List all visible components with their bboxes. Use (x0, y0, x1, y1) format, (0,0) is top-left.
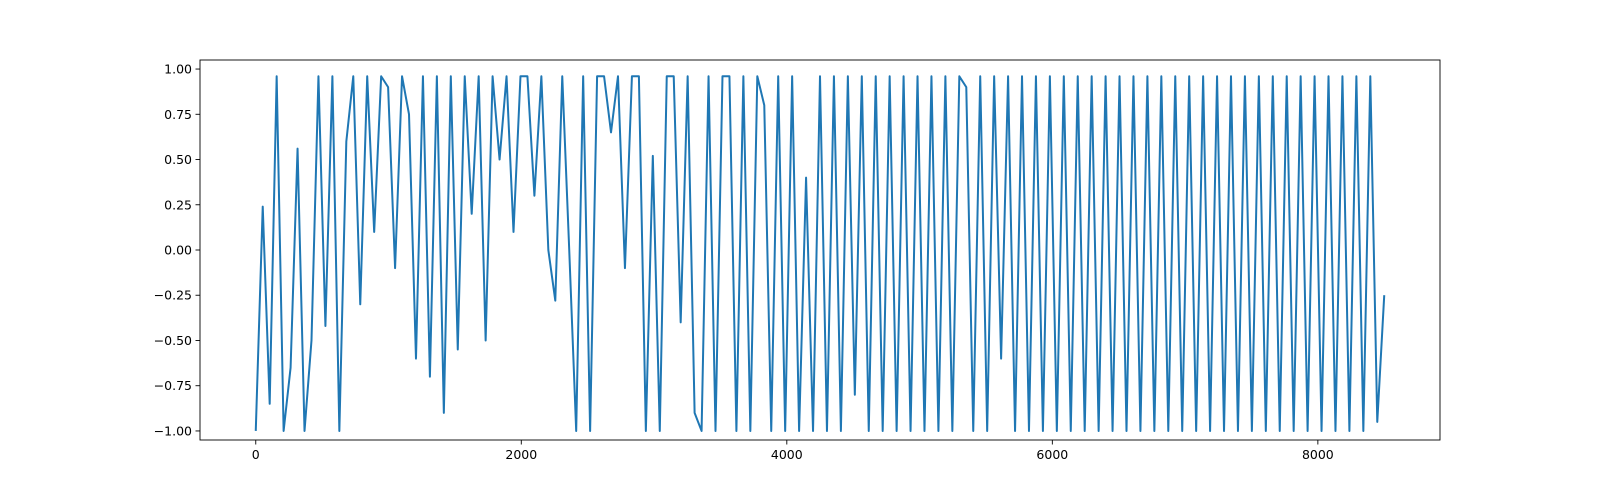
x-tick-label: 8000 (1302, 447, 1334, 462)
x-tick-label: 2000 (505, 447, 537, 462)
x-tick-label: 6000 (1036, 447, 1068, 462)
y-tick-label: −0.50 (154, 333, 192, 348)
y-tick-label: −1.00 (154, 423, 192, 438)
y-axis: 1.00 0.75 0.50 0.25 0.00 −0.25 −0.50 −0.75 −1.00 (154, 62, 200, 438)
x-tick-label: 4000 (771, 447, 803, 462)
y-tick-label: 0.50 (164, 152, 192, 167)
y-tick-label: 0.75 (164, 107, 192, 122)
y-tick-label: 1.00 (164, 62, 192, 77)
y-tick-label: −0.25 (154, 288, 192, 303)
y-tick-label: 0.00 (164, 243, 192, 258)
x-tick-label: 0 (252, 447, 260, 462)
series-line-0 (254, 75, 1386, 432)
series-layer (254, 75, 1386, 432)
y-tick-label: −0.75 (154, 378, 192, 393)
y-tick-label: 0.25 (164, 197, 192, 212)
x-axis: 0 2000 4000 6000 8000 (252, 440, 1334, 462)
